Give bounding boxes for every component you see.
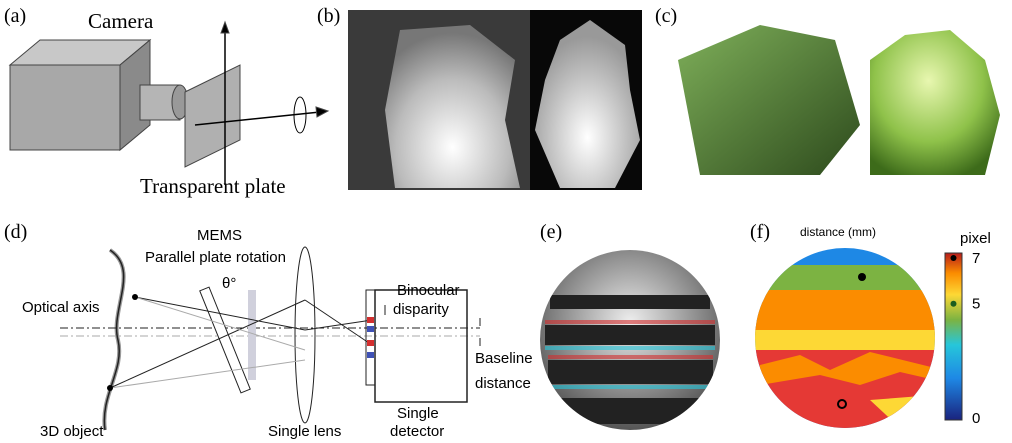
colorbar-tick: 7 xyxy=(972,250,980,267)
depth-maps xyxy=(348,10,642,190)
optical-axis-label: Optical axis xyxy=(22,299,100,316)
colorbar-marker xyxy=(951,255,957,261)
angle-label: θ° xyxy=(222,275,236,292)
panel-label: (e) xyxy=(540,221,562,243)
panel-label: (f) xyxy=(750,221,770,243)
object-point xyxy=(132,294,138,300)
panel-label: (c) xyxy=(655,5,677,27)
colorbar-marker xyxy=(951,301,957,307)
colorbar-tick: 0 xyxy=(972,410,980,427)
reconstructions xyxy=(678,25,1000,175)
stereo-image xyxy=(540,250,720,430)
camera-label: Camera xyxy=(88,9,154,33)
object-label: 3D object xyxy=(40,423,104,440)
disparity-label: disparity xyxy=(393,301,449,318)
panel-label: (a) xyxy=(4,5,26,27)
baseline-label: Baseline xyxy=(475,350,533,367)
single-label: Single xyxy=(397,405,439,422)
camera-drawing xyxy=(10,22,328,185)
panel-label: (b) xyxy=(317,5,340,27)
lens-label: Single lens xyxy=(268,423,341,440)
map-title: distance (mm) xyxy=(800,225,876,239)
colorbar-tick: 5 xyxy=(972,296,980,313)
optics-diagram xyxy=(60,247,480,430)
distance-label: distance xyxy=(475,375,531,392)
map-point xyxy=(858,273,866,281)
plate-label: Transparent plate xyxy=(140,174,286,198)
colorbar xyxy=(945,253,962,420)
object-point xyxy=(107,385,113,391)
colorbar-label: pixel xyxy=(960,230,991,247)
figure: (a) Camera Transparent plate (b) (c) (d)… xyxy=(0,0,1012,443)
mems-label: MEMS xyxy=(197,227,242,244)
rotation-label: Parallel plate rotation xyxy=(145,249,286,266)
detector-label: detector xyxy=(390,423,444,440)
panel-label: (d) xyxy=(4,221,27,243)
binocular-label: Binocular xyxy=(397,282,460,299)
